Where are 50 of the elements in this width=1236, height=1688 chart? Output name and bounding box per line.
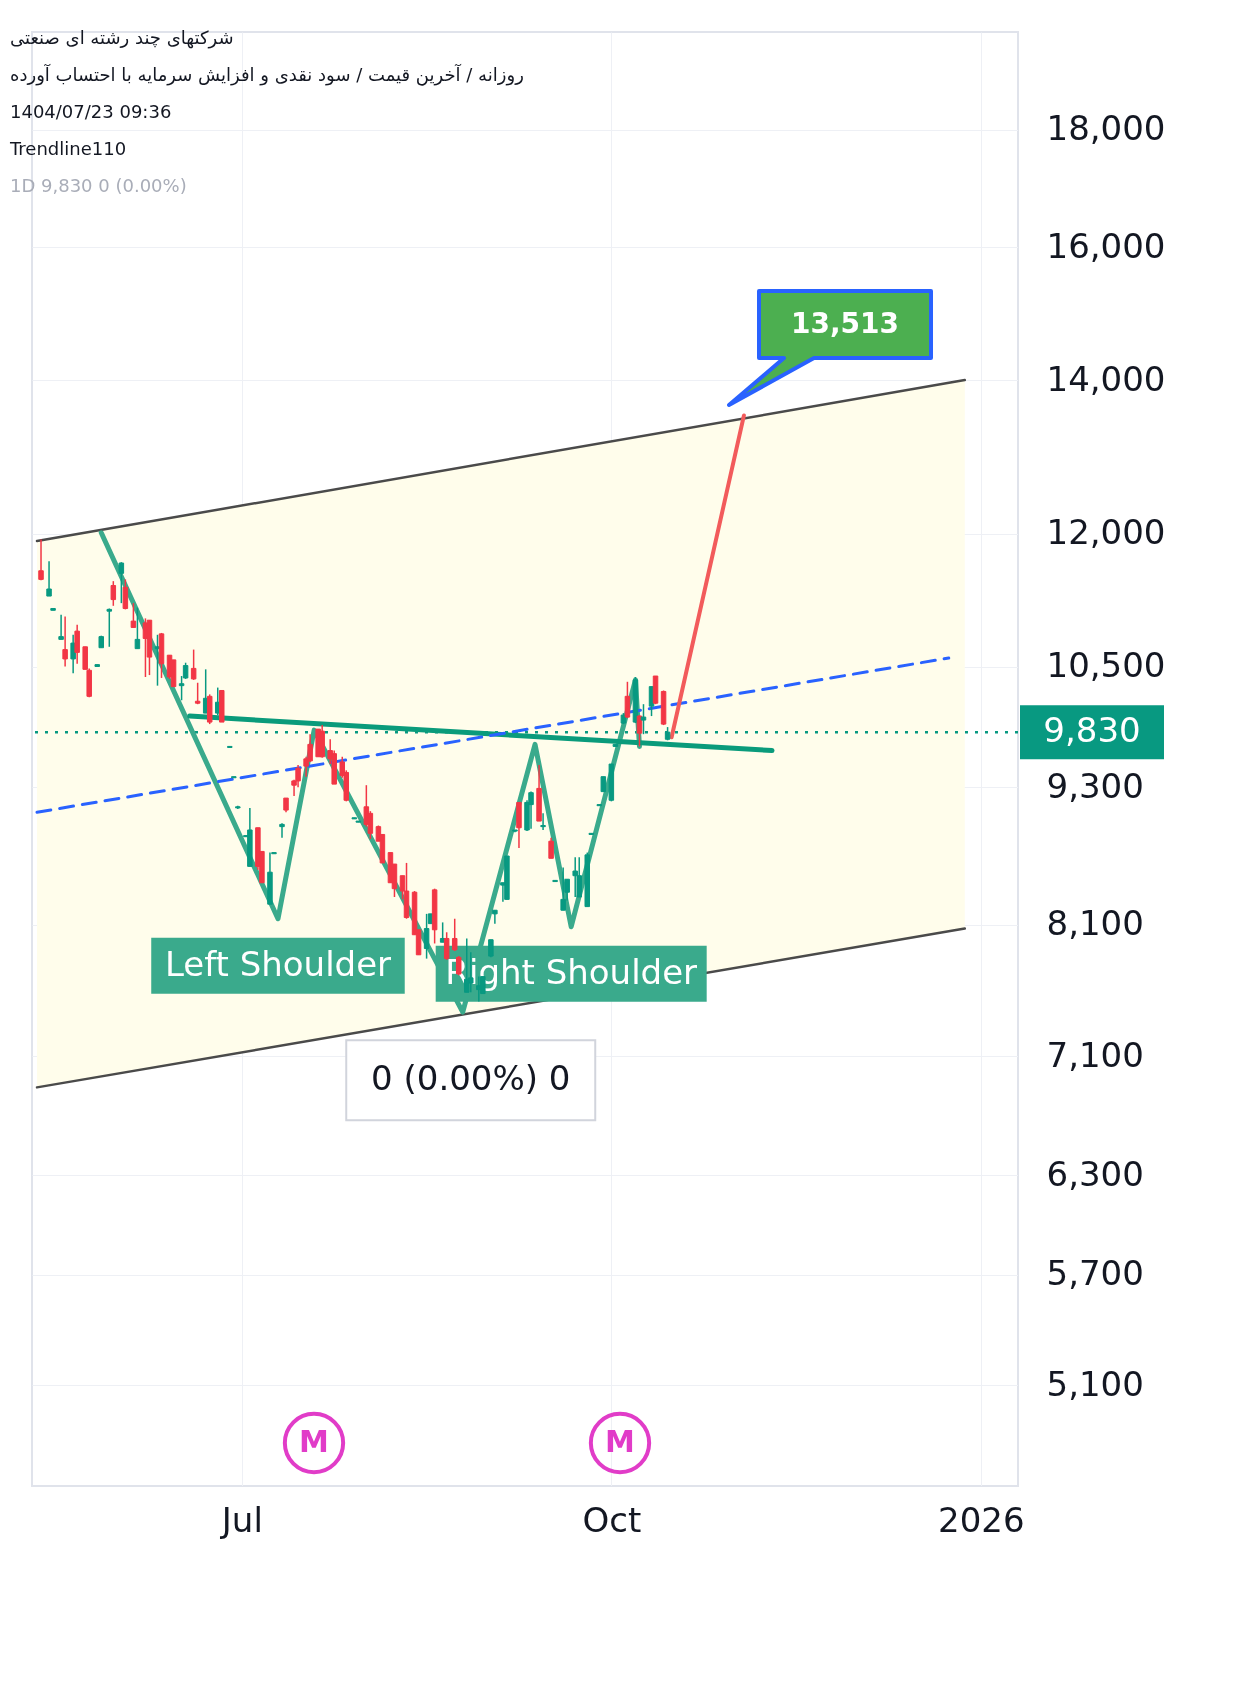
y-tick-label: 5,100 bbox=[1046, 1363, 1144, 1404]
candlestick bbox=[560, 866, 566, 911]
y-tick-label: 14,000 bbox=[1046, 358, 1166, 399]
candlestick bbox=[46, 560, 52, 597]
y-tick-label: 9,300 bbox=[1046, 765, 1144, 806]
ref-line-label: 9,830 bbox=[1043, 710, 1141, 751]
annotation: 1404/07/23 09:36 bbox=[10, 101, 172, 122]
candlestick bbox=[118, 561, 125, 604]
candlestick bbox=[74, 623, 80, 665]
candlestick bbox=[548, 837, 554, 860]
candlestick bbox=[62, 615, 68, 668]
candlestick bbox=[451, 917, 458, 952]
annotation: 0 (0.00%) 0 bbox=[371, 1058, 571, 1099]
candlestick bbox=[636, 714, 643, 748]
candlestick bbox=[110, 580, 117, 607]
x-tick-label: 2026 bbox=[938, 1499, 1025, 1540]
y-tick-label: 16,000 bbox=[1046, 225, 1166, 266]
candlestick bbox=[134, 606, 141, 650]
candlestick bbox=[624, 681, 631, 719]
y-tick-label: 18,000 bbox=[1046, 108, 1166, 149]
x-tick-label: Jul bbox=[219, 1499, 263, 1540]
y-tick-label: 7,100 bbox=[1046, 1034, 1144, 1075]
y-tick-label: 8,100 bbox=[1046, 903, 1144, 944]
candlestick bbox=[70, 634, 76, 674]
candlestick bbox=[279, 822, 285, 839]
candlestick bbox=[492, 909, 498, 925]
candlestick bbox=[58, 614, 64, 641]
candlestick bbox=[106, 607, 113, 648]
candlestick bbox=[295, 764, 301, 789]
annotation: M bbox=[299, 1424, 329, 1459]
candlestick bbox=[122, 578, 129, 611]
candlestick bbox=[540, 812, 546, 831]
y-tick-label: 10,500 bbox=[1046, 645, 1166, 685]
annotation: M bbox=[605, 1424, 635, 1459]
candlestick bbox=[130, 602, 137, 629]
y-tick-label: 12,000 bbox=[1046, 512, 1166, 553]
candlestick bbox=[190, 648, 197, 681]
y-tick-label: 5,700 bbox=[1046, 1253, 1144, 1294]
annotation: Trendline110 bbox=[9, 138, 127, 159]
y-tick-label: 6,300 bbox=[1046, 1153, 1144, 1194]
text: روزانه / آخرین قیمت / سود نقدی و افزایش سرمایه با احتساب آورده bbox=[10, 63, 524, 86]
chart-title: شرکتهای چند رشته ای صنعتی bbox=[10, 27, 234, 49]
candlestick bbox=[443, 931, 450, 961]
candlestick bbox=[576, 856, 582, 898]
annotation: Left Shoulder bbox=[164, 943, 392, 984]
candlestick bbox=[38, 538, 44, 582]
candlestick bbox=[572, 856, 578, 898]
x-tick-label: Oct bbox=[582, 1499, 642, 1540]
annotation: 13,513 bbox=[790, 307, 900, 340]
annotation: 1D 9,830 0 (0.00%) bbox=[10, 175, 187, 196]
